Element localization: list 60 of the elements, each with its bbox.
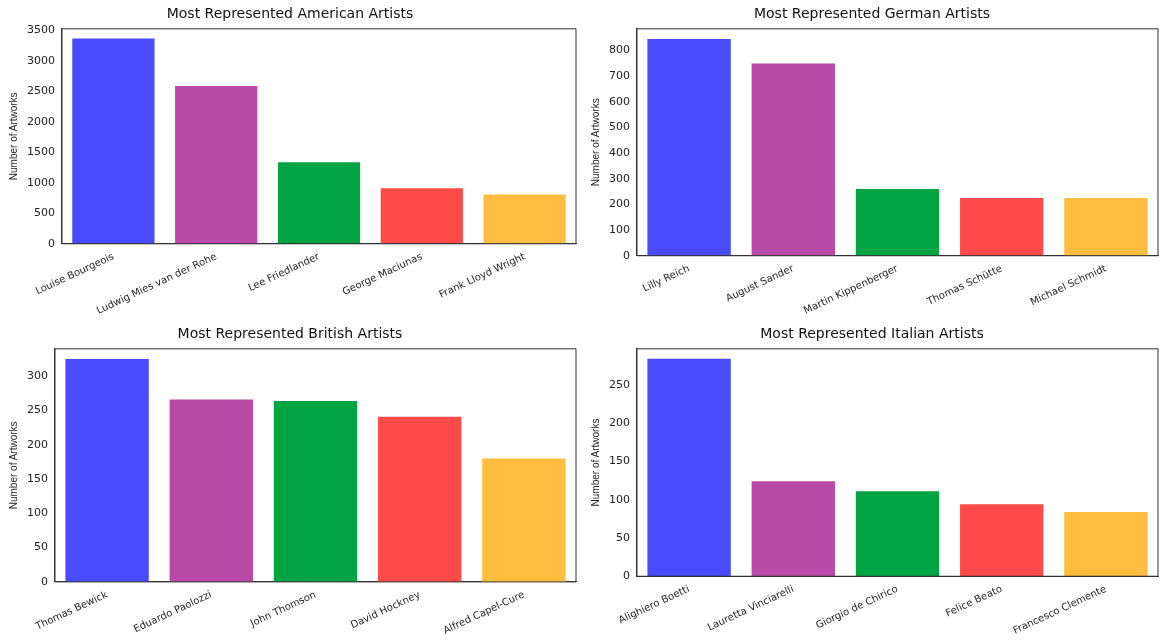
y-axis-title: Number of Artworks [7,92,19,181]
y-tick-label: 0 [47,236,55,250]
bar [855,491,940,577]
y-tick-label: 150 [609,454,630,468]
chart-title: Most Represented Italian Artists [760,325,984,342]
bar [960,198,1044,256]
x-tick-label: Lilly Reich [640,262,692,294]
y-tick-label: 0 [623,569,630,583]
bar [380,188,463,244]
y-tick-label: 200 [609,197,630,211]
y-tick-label: 150 [27,471,48,485]
y-tick-label: 0 [41,574,48,588]
bar [647,358,731,577]
y-tick-label: 0 [623,248,630,262]
x-tick-label: Felice Beato [943,582,1004,619]
y-tick-label: 300 [609,171,630,185]
y-tick-label: 250 [27,403,48,417]
y-tick-label: 50 [34,540,48,554]
y-tick-label: 600 [609,94,630,108]
bar [65,359,149,582]
y-tick-label: 1500 [26,145,55,159]
bar [751,481,835,577]
chart-title: Most Represented American Artists [166,5,414,22]
y-tick-label: 800 [609,43,630,57]
y-axis-title: Number of Artworks [7,421,19,510]
bar [175,86,258,244]
bar [960,504,1044,577]
y-tick-label: 200 [27,437,48,451]
bar [1064,511,1148,577]
y-tick-label: 250 [609,377,630,391]
bar [72,38,155,244]
bar [482,458,566,582]
bar [378,416,462,582]
y-tick-label: 300 [27,369,48,383]
y-axis-title: Number of Artworks [589,98,601,187]
y-tick-label: 3500 [26,23,55,37]
bar [647,39,731,256]
y-tick-label: 400 [609,146,630,160]
y-tick-label: 2500 [26,84,55,98]
bar [277,162,361,244]
y-tick-label: 50 [616,530,630,544]
bar [1064,198,1148,256]
y-tick-label: 100 [609,492,630,506]
y-tick-label: 200 [609,415,630,429]
y-tick-label: 100 [609,222,630,236]
chart-title: Most Represented German Artists [753,5,991,22]
y-tick-label: 500 [609,120,630,134]
y-tick-label: 2000 [26,114,55,128]
y-tick-label: 100 [27,506,48,520]
bar [273,400,358,582]
y-axis-title: Number of Artworks [589,418,601,507]
bar [169,399,253,582]
bar [855,189,940,256]
bar [751,63,835,256]
bar [483,194,566,244]
chart-title: Most Represented British Artists [177,325,403,342]
y-tick-label: 700 [609,69,630,83]
y-tick-label: 3000 [26,53,55,67]
y-tick-label: 1000 [26,175,55,189]
y-tick-label: 500 [33,206,55,220]
